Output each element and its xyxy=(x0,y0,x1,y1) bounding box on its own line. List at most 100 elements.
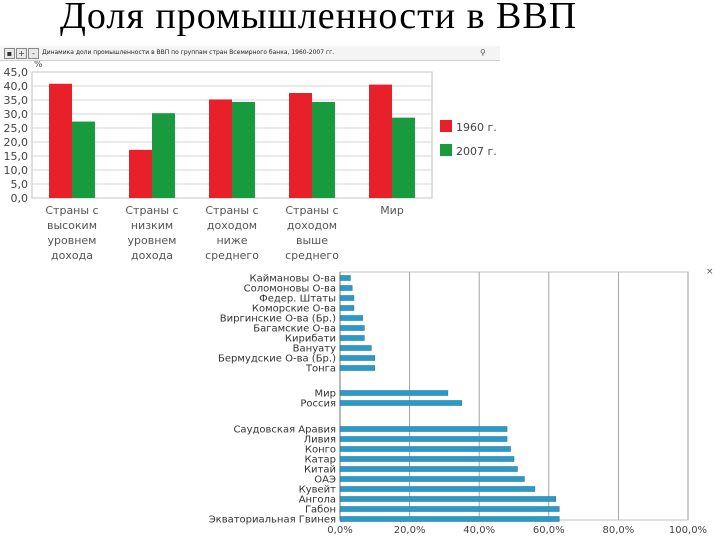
category-label: Багамские О-ва xyxy=(253,324,336,335)
y-tick-label: 0,0 xyxy=(11,192,29,205)
bar xyxy=(339,390,449,396)
bar-2007 xyxy=(232,101,255,198)
y-tick-label: 45,0 xyxy=(4,66,29,79)
x-tick-label: уровнем xyxy=(128,234,177,247)
x-tick-label: доходом xyxy=(207,219,257,232)
chart-toolbar: ▪ + - Динамика доли промышленности в ВВП… xyxy=(0,46,500,61)
bar xyxy=(339,486,536,492)
category-label: Ливия xyxy=(304,435,336,446)
category-label: Мир xyxy=(315,389,336,400)
bar xyxy=(339,335,365,341)
x-tick-label: Мир xyxy=(380,204,404,217)
bar xyxy=(339,305,355,311)
x-tick-label: Страны с xyxy=(125,204,178,217)
x-tick-label: среднего xyxy=(205,249,259,262)
bar xyxy=(339,315,363,321)
x-tick-label: доходом xyxy=(287,219,337,232)
grouped-bar-chart: 0,05,010,015,020,025,030,035,040,045,0% С… xyxy=(4,60,497,262)
x-tick-label: 60,0% xyxy=(533,525,565,536)
bar xyxy=(339,400,463,406)
x-tick-label: Страны с xyxy=(45,204,98,217)
bar xyxy=(339,496,557,502)
category-label: Ангола xyxy=(299,495,336,506)
bar xyxy=(339,466,518,472)
category-label: Каймановы О-ва xyxy=(249,274,336,285)
plot-area xyxy=(339,271,689,521)
bar xyxy=(339,295,355,301)
bar xyxy=(339,325,365,331)
x-tick-label: ниже xyxy=(216,234,247,247)
x-tick-label: дохода xyxy=(51,249,93,262)
y-tick-label: 30,0 xyxy=(4,108,29,121)
bar-1960 xyxy=(129,149,152,198)
x-tick-label: 20,0% xyxy=(394,525,426,536)
x-tick-label: 0,0% xyxy=(327,525,352,536)
search-icon[interactable]: ⚲ xyxy=(480,48,486,57)
x-tick-label: высоким xyxy=(47,219,97,232)
y-tick-label: 25,0 xyxy=(4,122,29,135)
y-tick-label: 40,0 xyxy=(4,80,29,93)
category-label: Виргинские О-ва (Бр.) xyxy=(220,314,336,325)
category-label: Кувейт xyxy=(299,485,337,496)
bar-chart-panel: ▪ + - Динамика доли промышленности в ВВП… xyxy=(0,42,500,268)
legend-label: 1960 г. xyxy=(456,121,497,134)
bar-1960 xyxy=(209,99,232,198)
x-tick-label: Страны с xyxy=(205,204,258,217)
zoom-out-button[interactable]: - xyxy=(28,48,39,59)
bar xyxy=(339,446,511,452)
x-tick-label: уровнем xyxy=(48,234,97,247)
category-label: Саудовская Аравия xyxy=(233,425,336,436)
category-label: Федер. Штаты xyxy=(259,294,336,305)
bar xyxy=(339,355,376,361)
bar-1960 xyxy=(369,84,392,198)
x-tick-label: среднего xyxy=(285,249,339,262)
x-tick-label: Страны с xyxy=(285,204,338,217)
category-label: Катар xyxy=(304,455,336,466)
bar xyxy=(339,436,508,442)
x-tick-label: выше xyxy=(296,234,328,247)
category-label: Конго xyxy=(305,445,336,456)
chart-window-title: Динамика доли промышленности в ВВП по гр… xyxy=(42,49,335,56)
bar-2007 xyxy=(72,121,95,198)
category-label: Экваториальная Гвинея xyxy=(209,515,336,526)
close-icon[interactable]: × xyxy=(706,267,714,277)
bar-2007 xyxy=(312,101,335,198)
category-label: Бермудские О-ва (Бр.) xyxy=(218,354,336,365)
category-label: Тонга xyxy=(305,364,336,375)
x-tick-label: низким xyxy=(131,219,173,232)
bar xyxy=(339,345,372,351)
zoom-in-button[interactable]: + xyxy=(16,48,27,59)
x-tick-label: 40,0% xyxy=(463,525,495,536)
category-label: Россия xyxy=(300,399,336,410)
bar xyxy=(339,275,351,281)
x-tick-label: дохода xyxy=(131,249,173,262)
y-tick-label: 5,0 xyxy=(11,178,29,191)
category-label: Соломоновы О-ва xyxy=(244,284,336,295)
bar-1960 xyxy=(289,93,312,198)
bar-2007 xyxy=(152,113,175,198)
x-tick-label: 100,0% xyxy=(669,525,707,536)
category-label: Габон xyxy=(305,505,336,516)
bar xyxy=(339,506,560,512)
y-tick-label: 10,0 xyxy=(4,164,29,177)
y-tick-label: 15,0 xyxy=(4,150,29,163)
bar xyxy=(339,285,353,291)
category-label: Кирибати xyxy=(285,334,336,345)
y-axis-unit: % xyxy=(34,60,43,70)
bar-1960 xyxy=(49,83,72,198)
legend-label: 2007 г. xyxy=(456,145,497,158)
horizontal-bar-chart: 0,0% 20,0% 40,0% 60,0% 80,0% 100,0% Каймановы … xyxy=(209,271,707,536)
category-label: Коморские О-ва xyxy=(252,304,336,315)
bar xyxy=(339,516,560,522)
menu-icon[interactable]: ▪ xyxy=(4,48,15,59)
bar xyxy=(339,365,376,371)
slide-title: Доля промышленности в ВВП xyxy=(60,0,578,37)
category-label: Китай xyxy=(304,465,336,476)
y-tick-label: 35,0 xyxy=(4,94,29,107)
bar xyxy=(339,426,508,432)
category-label: Вануату xyxy=(293,344,336,355)
horizontal-bar-chart-panel: × 0,0% 20,0% 40,0% 60,0% 80,0% 100,0% Кайманов… xyxy=(188,266,720,540)
bar-2007 xyxy=(392,117,415,198)
legend-swatch xyxy=(440,144,452,156)
bar xyxy=(339,456,515,462)
